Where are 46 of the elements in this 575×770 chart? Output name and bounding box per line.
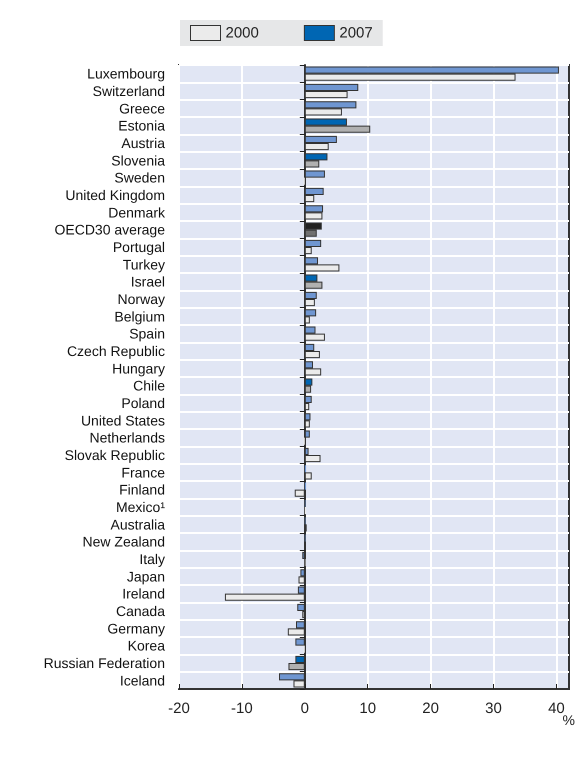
y-tick-label: Chile — [133, 378, 166, 394]
y-tick-label: Spain — [129, 326, 165, 342]
y-tick-label: Ireland — [122, 586, 165, 602]
y-tick-label: United States — [80, 412, 165, 428]
y-tick-label: Poland — [121, 395, 165, 411]
y-tick-label: Canada — [116, 603, 166, 619]
y-tick-label: Russian Federation — [44, 655, 165, 671]
y-tick-label: Israel — [130, 274, 165, 290]
y-tick-label: Estonia — [118, 118, 166, 134]
x-tick-label: 10 — [359, 700, 376, 717]
y-tick-label: France — [121, 464, 166, 480]
legend-label: 2007 — [339, 24, 373, 42]
y-tick-label: Slovak Republic — [64, 447, 165, 463]
x-axis-title: % — [562, 712, 575, 728]
x-tick-label: 0 — [300, 700, 309, 717]
y-tick-label: Slovenia — [111, 152, 166, 168]
y-tick-label: Denmark — [108, 204, 166, 220]
y-tick-label: Greece — [119, 100, 166, 116]
x-tick-label: 20 — [422, 700, 439, 717]
y-tick-label: Switzerland — [92, 83, 165, 99]
x-tick-label: 40 — [548, 700, 565, 717]
y-tick-label: Austria — [121, 135, 166, 151]
y-tick-label: Portugal — [112, 239, 165, 255]
y-tick-label: Australia — [110, 516, 166, 532]
x-tick-label: -20 — [168, 700, 190, 717]
y-tick-label: Iceland — [120, 672, 165, 688]
y-tick-label: Turkey — [122, 256, 165, 272]
y-tick-label: United Kingdom — [65, 187, 165, 203]
y-tick-label: OECD30 average — [54, 222, 166, 238]
y-tick-label: Belgium — [114, 308, 165, 324]
y-tick-label: New Zealand — [82, 534, 165, 550]
y-tick-label: Norway — [118, 291, 165, 307]
y-tick-label: Netherlands — [90, 430, 165, 446]
y-tick-label: Korea — [128, 638, 166, 654]
x-tick-label: 30 — [485, 700, 502, 717]
y-tick-label: Luxembourg — [87, 66, 165, 82]
y-tick-label: Mexico¹ — [116, 499, 166, 515]
y-tick-label: Finland — [119, 482, 165, 498]
x-tick-label: -10 — [231, 700, 253, 717]
y-tick-label: Sweden — [114, 170, 165, 186]
y-tick-label: Czech Republic — [66, 343, 165, 359]
legend-label: 2000 — [226, 24, 259, 42]
y-tick-label: Italy — [139, 551, 165, 567]
y-tick-label: Japan — [126, 568, 165, 584]
y-tick-label: Germany — [107, 620, 165, 636]
y-tick-label: Hungary — [112, 360, 165, 376]
